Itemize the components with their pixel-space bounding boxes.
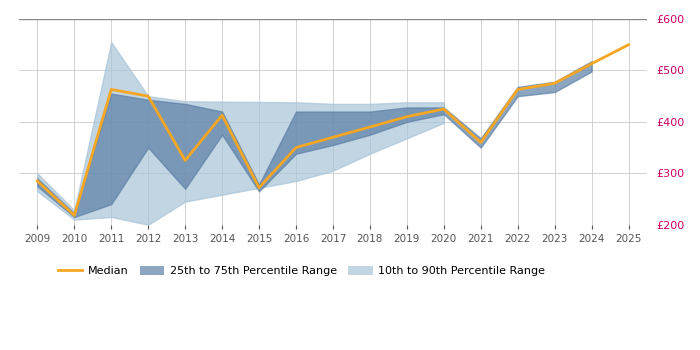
Legend: Median, 25th to 75th Percentile Range, 10th to 90th Percentile Range: Median, 25th to 75th Percentile Range, 1…: [53, 261, 550, 281]
